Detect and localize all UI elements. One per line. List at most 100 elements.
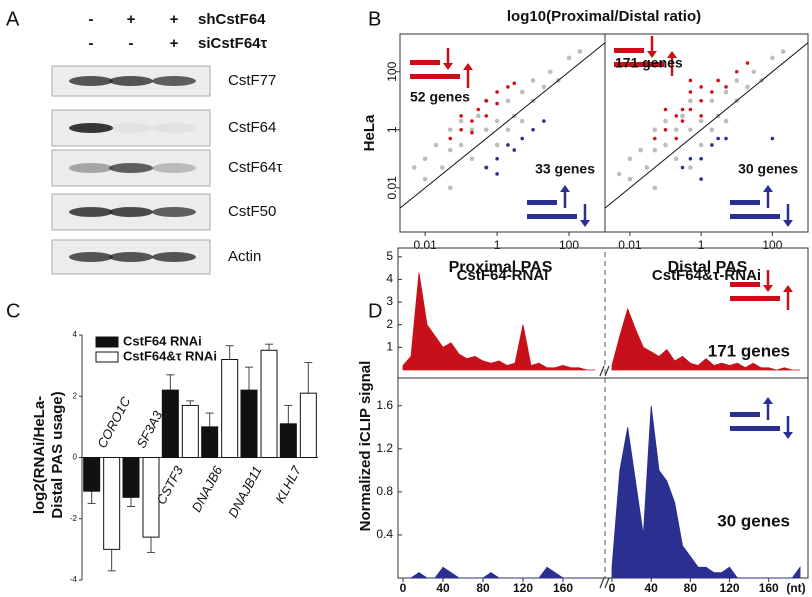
y-tick-label: 2 [386,317,393,331]
section-label: Proximal PAS [449,259,553,276]
annotation: 171 genes [708,341,790,360]
point [433,142,439,148]
category-label: DNAJB6 [189,463,226,515]
pattern-icon [408,46,475,90]
point [680,165,685,170]
band [69,163,113,173]
area [402,272,595,371]
point [469,156,475,162]
point [495,90,499,94]
x-axis-label: CstF64&τ-RNAi [652,267,761,284]
point [506,143,510,147]
x-tick-label: 120 [720,581,740,595]
point [745,84,750,90]
bar [260,349,278,458]
point [447,127,453,133]
treatment-label: shCstF64 [198,11,266,28]
point [652,127,658,133]
y-axis-label: Normalized iCLIP signal [357,361,374,532]
category-label: DNAJB11 [225,463,265,520]
category-label: SF3A3 [133,408,165,451]
point [723,118,729,124]
point [674,136,679,141]
point [699,156,703,161]
lane-sign: + [170,11,179,28]
point [710,143,714,147]
x-tick-label: 0 [400,581,407,595]
lane-sign: + [127,11,136,28]
point [577,49,583,54]
row-label: CstF50 [228,203,276,220]
bar [299,392,317,458]
point [663,142,668,148]
point [724,85,728,89]
row-label: CstF64 [228,119,276,136]
annotation: 52 genes [410,89,470,105]
bar [201,426,219,458]
x-axis-label: CstF64-RNAi [457,267,549,284]
band [109,76,153,86]
bar [161,389,179,458]
point [520,136,525,141]
x-tick-label: 0 [609,581,616,595]
point [663,118,668,124]
y-tick-label: 2 [73,391,78,400]
point [531,127,535,132]
point [422,176,428,182]
point [519,118,525,124]
point [494,118,500,124]
lane-sign: - [129,35,134,52]
point [680,113,685,119]
point [484,165,489,170]
point [440,165,445,170]
lane-sign: - [89,35,94,52]
y-tick-label: 1.6 [376,398,393,412]
area [403,566,595,579]
point [699,98,703,103]
point [709,98,715,104]
annotation: 30 genes [738,161,798,177]
point [734,78,740,83]
point [770,55,775,61]
point [483,127,489,133]
point [751,69,757,75]
y-tick-label: 4 [386,272,393,286]
point [638,147,643,153]
point [699,85,703,89]
band [69,207,113,217]
category-label: KLHL7 [272,463,304,506]
point [541,84,547,90]
point [652,136,657,141]
annotation: 33 genes [535,161,595,177]
point [688,98,693,104]
y-tick-label: 0 [73,453,78,462]
point [542,119,546,123]
annotation: 171 genes [615,55,683,71]
pattern-icon [728,395,795,441]
area [611,405,801,579]
y-axis-label: Distal PAS usage) [49,391,66,518]
point [652,185,658,191]
point [723,89,729,95]
point [484,114,489,118]
panel-label: C [6,300,20,322]
bar [240,389,258,458]
point [458,142,464,148]
treatment-label: siCstF64τ [198,35,268,52]
point [698,142,704,148]
point [506,85,510,89]
x-tick-label: 1 [494,238,501,252]
bar [103,457,121,550]
point [688,78,693,83]
point [495,172,499,176]
point [494,142,500,148]
area [611,307,801,371]
point [458,118,464,124]
point [688,127,693,133]
x-unit: (nt) [786,581,805,595]
point [716,136,720,141]
row-label: CstF64τ [228,159,282,176]
point [710,90,714,94]
point [505,127,511,133]
